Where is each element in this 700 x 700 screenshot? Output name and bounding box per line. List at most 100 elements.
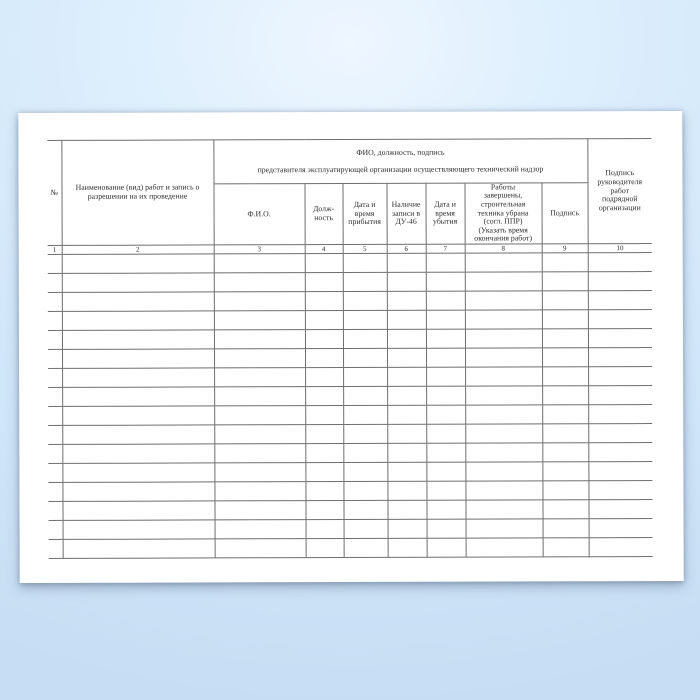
empty-cell [464, 309, 542, 329]
empty-cell [542, 518, 589, 538]
col-header-work-complete: Работы завершены, строительная техника у… [464, 182, 542, 244]
empty-cell [48, 539, 63, 559]
col-header-departure: Дата и время убытия [425, 182, 465, 245]
empty-cell [541, 271, 588, 291]
empty-cell [465, 537, 543, 557]
table-row [47, 252, 652, 274]
empty-cell [304, 329, 344, 349]
empty-cell [214, 481, 306, 501]
empty-cell [587, 290, 652, 310]
empty-cell [304, 272, 343, 292]
empty-cell [62, 500, 215, 521]
table-row [48, 347, 653, 369]
empty-cell [542, 347, 589, 367]
header-row-top: № Наименование (вид) работ и запись о ра… [47, 138, 652, 246]
col-num-6: 6 [386, 244, 426, 254]
empty-cell [304, 291, 343, 311]
empty-cell [465, 480, 543, 500]
empty-cell [588, 537, 653, 557]
empty-cell [343, 462, 388, 482]
table-row [47, 328, 653, 350]
empty-cell [541, 252, 588, 272]
table-row [48, 385, 653, 407]
empty-cell [542, 404, 589, 424]
table-row [48, 461, 653, 483]
empty-cell [588, 518, 653, 538]
empty-cell [542, 499, 589, 519]
empty-cell [342, 329, 388, 349]
empty-cell [465, 518, 543, 538]
empty-cell [588, 499, 653, 519]
empty-cell [343, 500, 388, 520]
empty-cell [48, 425, 63, 445]
empty-cell [48, 349, 63, 369]
empty-cell [387, 424, 427, 444]
table-row [48, 366, 653, 388]
table-row [48, 442, 653, 464]
empty-cell [48, 444, 63, 464]
empty-cell [305, 519, 344, 539]
empty-cell [541, 328, 589, 348]
empty-cell [542, 461, 589, 481]
empty-cell [62, 538, 215, 559]
empty-cell [342, 291, 387, 311]
empty-cell [343, 405, 388, 425]
empty-cell [587, 309, 652, 329]
empty-cell [61, 291, 214, 312]
empty-cell [305, 424, 344, 444]
work-log-table: № Наименование (вид) работ и запись о ра… [47, 138, 653, 559]
empty-cell [587, 328, 653, 348]
empty-cell [387, 367, 427, 387]
empty-cell [588, 347, 653, 367]
empty-cell [588, 404, 653, 424]
col-num-9: 9 [541, 243, 588, 253]
empty-cell [47, 292, 62, 312]
empty-cell [387, 519, 427, 539]
empty-cell [386, 310, 426, 330]
col-header-du46: Наличие записи в ДУ-46 [386, 183, 426, 245]
empty-cell [342, 272, 387, 292]
empty-cell [426, 461, 466, 482]
empty-cell [62, 405, 215, 426]
empty-cell [213, 272, 305, 292]
empty-cell [305, 405, 344, 425]
empty-cell [588, 480, 653, 500]
col-header-fio: Ф.И.О. [213, 183, 305, 245]
table-row [48, 499, 653, 521]
col-num-10: 10 [587, 243, 652, 253]
empty-cell [214, 500, 306, 520]
empty-cell [48, 482, 63, 502]
empty-cell [587, 252, 652, 272]
col-num-8: 8 [464, 243, 542, 253]
empty-cell [588, 423, 653, 443]
empty-cell [61, 253, 214, 274]
empty-cell [305, 500, 344, 520]
col-num-1: 1 [47, 245, 62, 255]
empty-cell [464, 290, 542, 310]
span-header-representative: ФИО, должность, подпись представителя эк… [213, 138, 588, 184]
empty-cell [213, 253, 305, 273]
empty-cell [305, 367, 344, 387]
empty-cell [62, 443, 215, 464]
col-header-position: Долж- ность [304, 183, 343, 245]
empty-cell [387, 481, 427, 501]
empty-cell [305, 538, 344, 558]
document-page: № Наименование (вид) работ и запись о ра… [18, 110, 684, 584]
col-header-arrival: Дата и время прибытия [342, 183, 387, 245]
empty-cell [542, 537, 589, 557]
empty-cell [387, 405, 427, 425]
empty-cell [425, 271, 465, 292]
table-row [48, 537, 653, 559]
span-header-line1: ФИО, должность, подпись [356, 147, 445, 157]
empty-cell [426, 423, 466, 444]
empty-cell [62, 462, 215, 483]
empty-cell [305, 462, 344, 482]
table-row [48, 404, 653, 426]
empty-cell [465, 442, 543, 462]
table-row [48, 423, 653, 445]
empty-cell [62, 424, 215, 445]
empty-cell [305, 443, 344, 463]
empty-cell [542, 423, 589, 443]
table-row [48, 518, 653, 540]
empty-cell [541, 290, 588, 310]
